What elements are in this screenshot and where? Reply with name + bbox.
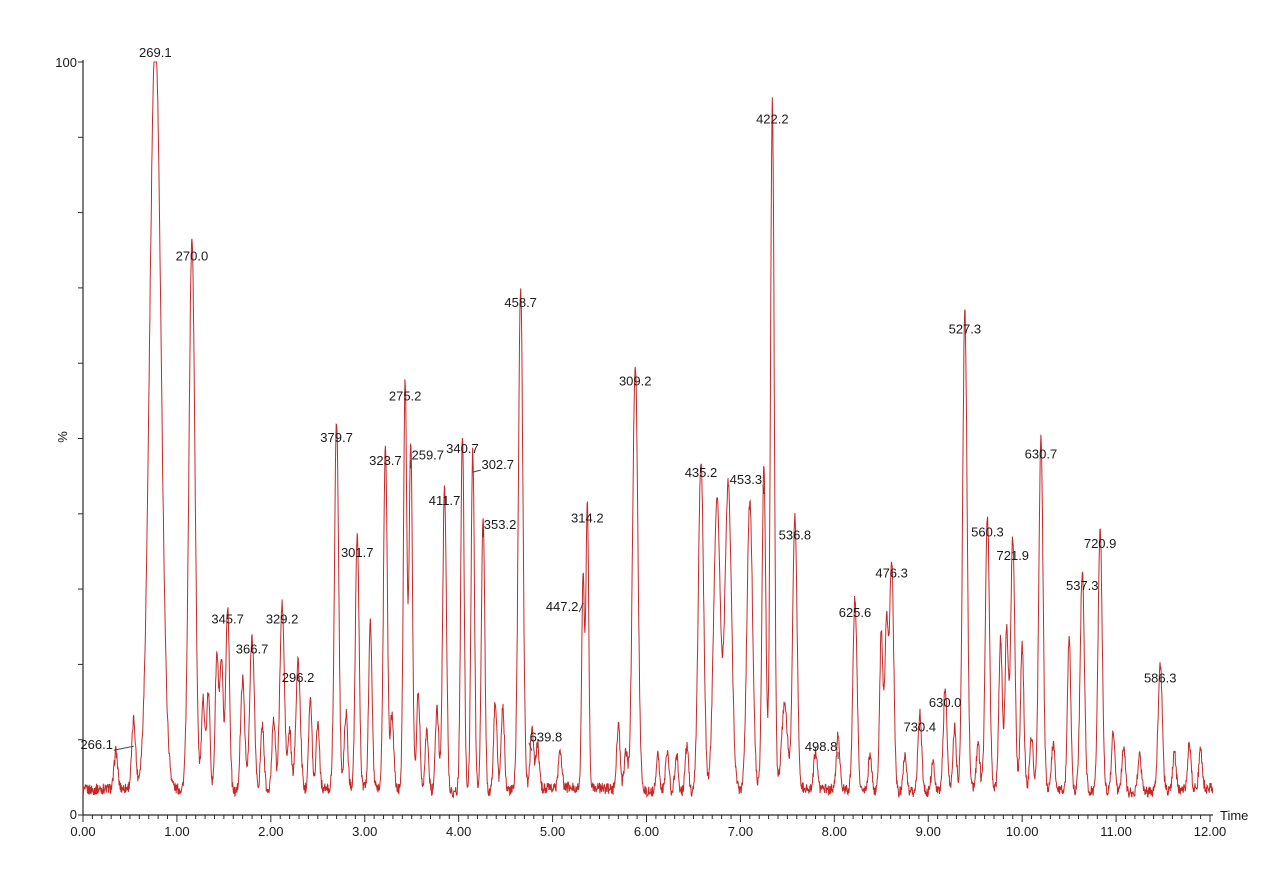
peak-label: 447.2 (546, 599, 579, 614)
x-tick-label: 0.00 (70, 824, 95, 839)
peak-label: 537.3 (1066, 578, 1099, 593)
peak-label: 422.2 (756, 111, 789, 126)
peak-label: 296.2 (282, 670, 315, 685)
peak-label: 340.7 (446, 441, 479, 456)
peak-label: 536.8 (779, 528, 812, 543)
peak-label: 259.7 (411, 447, 444, 462)
chromatogram-trace (82, 61, 1214, 799)
peak-label: 270.0 (176, 248, 209, 263)
peak-label: 379.7 (320, 430, 353, 445)
peak-label: 586.3 (1144, 671, 1177, 686)
peak-label: 269.1 (139, 45, 172, 60)
peak-label: 314.2 (571, 510, 604, 525)
x-tick-label: 7.00 (728, 824, 753, 839)
x-tick-label: 8.00 (822, 824, 847, 839)
y-axis-max-label: 100 (55, 55, 77, 70)
peak-leader-line (472, 469, 481, 473)
x-tick-label: 11.00 (1100, 824, 1132, 839)
peak-label: 353.2 (484, 517, 517, 532)
peak-label: 721.9 (997, 548, 1030, 563)
y-axis-title: % (55, 431, 70, 443)
peak-label: 527.3 (949, 321, 982, 336)
x-tick-label: 4.00 (446, 824, 471, 839)
peak-label: 476.3 (875, 565, 908, 580)
y-axis-min-label: 0 (70, 807, 77, 822)
peak-label: 730.4 (904, 720, 937, 735)
peak-label: 302.7 (481, 457, 514, 472)
peak-label: 498.8 (805, 739, 838, 754)
x-tick-label: 10.00 (1006, 824, 1039, 839)
peak-label: 323.7 (369, 453, 402, 468)
peak-label: 435.2 (685, 465, 718, 480)
peak-label: 630.0 (929, 695, 962, 710)
peak-label: 625.6 (839, 605, 872, 620)
x-tick-label: 1.00 (164, 824, 189, 839)
x-axis-title: Time (1220, 808, 1248, 823)
peak-label: 639.8 (530, 730, 563, 745)
peak-label: 366.7 (236, 641, 269, 656)
peak-leader-line (578, 602, 584, 613)
peak-label: 345.7 (211, 611, 244, 626)
peak-leader-line (113, 745, 134, 751)
peak-label: 301.7 (341, 545, 374, 560)
peak-label: 309.2 (619, 373, 652, 388)
x-tick-label: 3.00 (352, 824, 377, 839)
peak-label: 560.3 (971, 525, 1004, 540)
peak-label: 458.7 (504, 295, 537, 310)
peak-label: 275.2 (389, 388, 422, 403)
x-tick-label: 6.00 (634, 824, 659, 839)
peak-label: 266.1 (80, 737, 113, 752)
peak-label: 630.7 (1025, 446, 1058, 461)
peak-label: 329.2 (266, 611, 299, 626)
x-tick-label: 2.00 (258, 824, 283, 839)
peak-leader-line (528, 742, 533, 751)
peak-leader-line (762, 484, 765, 495)
peak-label: 453.3 (730, 472, 763, 487)
x-tick-label: 5.00 (540, 824, 565, 839)
x-tick-label: 12.00 (1194, 824, 1227, 839)
peak-label: 720.9 (1084, 536, 1117, 551)
x-tick-label: 9.00 (916, 824, 941, 839)
peak-label: 411.7 (429, 493, 461, 508)
